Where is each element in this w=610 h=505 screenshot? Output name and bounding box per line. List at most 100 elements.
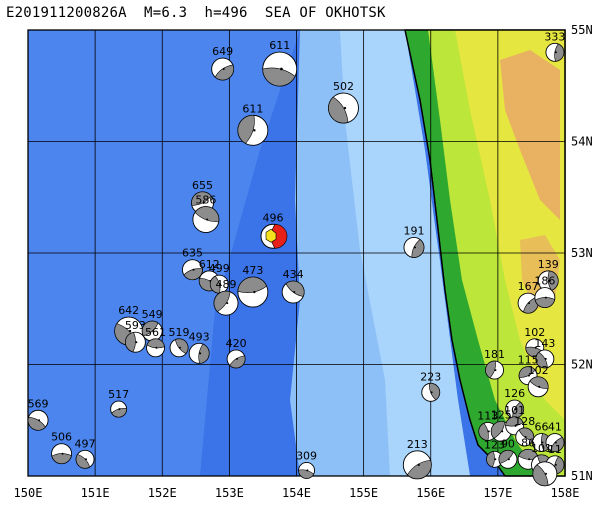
event-depth-label: 612 xyxy=(199,258,220,271)
event-depth-label: 420 xyxy=(226,337,247,350)
lon-tick-label: 151E xyxy=(81,486,110,500)
event-depth-label: 569 xyxy=(28,397,49,410)
focal-mechanism-beachball xyxy=(545,433,565,452)
focal-mechanism-beachball xyxy=(192,206,220,234)
lon-tick-label: 158E xyxy=(551,486,580,500)
lon-tick-label: 155E xyxy=(349,486,378,500)
event-depth-label: 66 xyxy=(535,421,549,434)
event-depth-label: 213 xyxy=(407,438,428,451)
focal-mechanism-beachball xyxy=(527,376,549,398)
event-depth-label: 434 xyxy=(283,268,304,281)
focal-mechanism-beachball xyxy=(182,259,203,281)
event-depth-label: 125 xyxy=(491,408,512,421)
event-depth-label: 90 xyxy=(501,437,515,450)
event-depth-label: 517 xyxy=(108,388,129,401)
map-grid xyxy=(27,29,566,477)
focal-mechanism-beachball xyxy=(298,461,316,479)
lat-tick-label: 52N xyxy=(571,358,593,372)
lat-tick-label: 53N xyxy=(571,246,593,260)
lon-tick-label: 156E xyxy=(416,486,445,500)
map-frame xyxy=(27,29,566,477)
focal-mechanism-beachball xyxy=(535,349,555,369)
event-depth-label: 642 xyxy=(118,304,139,317)
event-depth-label: 143 xyxy=(534,337,555,350)
lon-tick-label: 154E xyxy=(282,486,311,500)
event-depth-label: 635 xyxy=(182,247,203,260)
focal-mechanism-beachball xyxy=(213,290,239,316)
event-depth-label: 191 xyxy=(403,224,424,237)
event-depth-label: 519 xyxy=(169,326,190,339)
event-depth-label: 115 xyxy=(518,354,539,367)
focal-mechanism-beachball xyxy=(188,342,210,364)
event-depth-label: 101 xyxy=(504,404,525,417)
event-depth-label: 139 xyxy=(538,258,559,271)
lat-tick-label: 51N xyxy=(571,469,593,483)
focal-mechanism-beachball xyxy=(51,443,73,465)
lon-tick-label: 157E xyxy=(483,486,512,500)
event-depth-label: 497 xyxy=(75,437,96,450)
event-depth-label: 586 xyxy=(195,194,216,207)
event-depth-label: 655 xyxy=(192,179,213,192)
main-event-beachball: 496 xyxy=(260,211,288,249)
event-depth-label: 101 xyxy=(531,442,552,455)
focal-mechanism-beachball xyxy=(211,57,235,81)
focal-mechanism-beachball xyxy=(328,92,359,124)
axis-labels: 150E 151E 152E 153E 154E 155E 156E 157E 158E 55N 5… xyxy=(14,23,593,500)
event-depth-label: 506 xyxy=(51,431,72,444)
focal-mechanism-beachball xyxy=(486,450,503,468)
event-depth-label: 309 xyxy=(296,449,317,462)
focal-mechanism-beachball xyxy=(545,42,565,62)
main-event-depth-label: 496 xyxy=(263,211,284,224)
event-depth-label: 181 xyxy=(484,348,505,361)
event-depth-label: 561 xyxy=(145,326,166,339)
event-depth-label: 611 xyxy=(242,102,263,115)
focal-mechanism-beachball xyxy=(281,280,305,304)
map-title: E201911200826A M=6.3 h=496 SEA OF OKHOTS… xyxy=(6,5,386,21)
focal-mechanism-beachball xyxy=(534,287,556,309)
land-peak-north xyxy=(500,50,560,220)
event-depth-label: 593 xyxy=(125,319,146,332)
event-depth-label: 649 xyxy=(212,45,233,58)
focal-mechanism-beachball xyxy=(110,400,128,418)
main-event-epicenter xyxy=(265,228,277,243)
main-event-layer: 496 xyxy=(260,211,288,249)
event-depth-label: 11 xyxy=(548,443,562,456)
event-depth-label: 102 xyxy=(524,326,545,339)
focal-mechanism-beachball xyxy=(403,236,425,258)
lon-tick-label: 150E xyxy=(14,486,43,500)
event-depth-label: 41 xyxy=(548,421,562,434)
focal-mechanism-beachball xyxy=(421,382,441,402)
event-depth-label: 113 xyxy=(477,409,498,422)
focal-mechanism-beachball xyxy=(237,114,269,146)
focal-mechanism-beachball xyxy=(146,338,165,358)
focal-mechanism-beachball xyxy=(485,360,504,380)
focal-mechanism-beachball xyxy=(262,51,298,87)
focal-mechanism-beachball xyxy=(515,427,535,447)
focal-mechanism-beachball xyxy=(75,449,95,469)
event-depth-label: 549 xyxy=(142,308,163,321)
event-depth-label: 128 xyxy=(514,415,535,428)
event-depth-label: 102 xyxy=(528,364,549,377)
focal-mechanism-beachball xyxy=(169,338,189,358)
lat-tick-label: 55N xyxy=(571,23,593,37)
focal-mechanism-beachball xyxy=(209,274,229,294)
event-depth-label: 611 xyxy=(269,39,290,52)
event-depth-label: 493 xyxy=(189,330,210,343)
focal-mechanism-beachball xyxy=(124,331,146,353)
focal-mechanism-beachball xyxy=(402,450,432,480)
event-depth-label: 123 xyxy=(484,438,505,451)
event-depth-label: 167 xyxy=(518,280,539,293)
event-depth-label: 126 xyxy=(504,387,525,400)
event-depth-label: 186 xyxy=(534,275,555,288)
event-depth-label: 489 xyxy=(216,278,237,291)
lat-tick-label: 54N xyxy=(571,135,593,149)
focal-mechanism-beachball xyxy=(27,409,49,431)
event-depth-label: 502 xyxy=(333,80,354,93)
lon-tick-label: 153E xyxy=(215,486,244,500)
lon-tick-label: 152E xyxy=(148,486,177,500)
event-depth-label: 333 xyxy=(544,30,565,43)
event-depth-label: 223 xyxy=(420,370,441,383)
focal-mechanism-beachball xyxy=(237,276,269,308)
